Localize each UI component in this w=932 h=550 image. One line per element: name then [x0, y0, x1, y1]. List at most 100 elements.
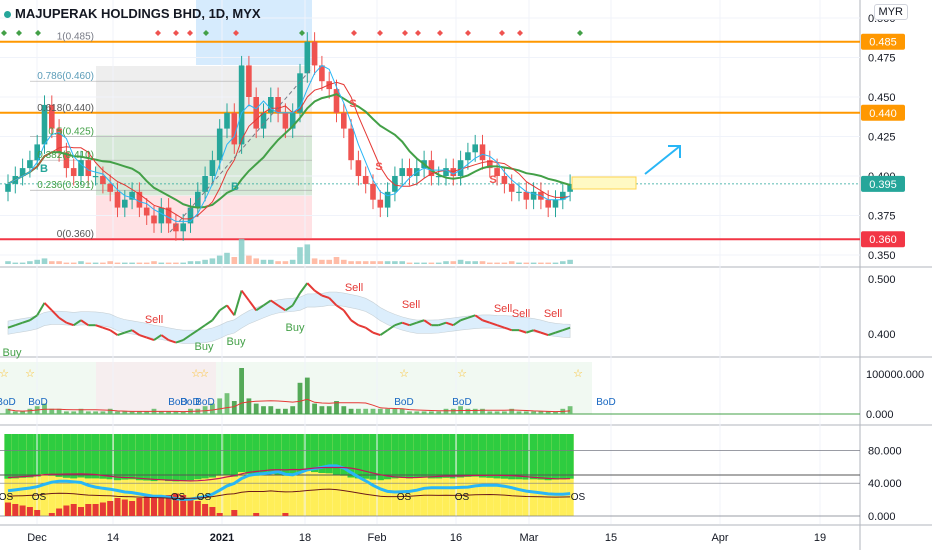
fib-trend-line — [169, 67, 313, 233]
osc2-red-bar — [209, 507, 216, 516]
osc1-line-segment — [299, 282, 309, 294]
osc2-green-col — [165, 434, 173, 482]
candle-body — [70, 168, 77, 176]
candle-body — [516, 191, 522, 193]
vol-osc-bar — [122, 411, 128, 414]
vol-osc-bar — [5, 408, 11, 414]
osc1-line-segment — [240, 289, 250, 302]
osc1-line-segment — [306, 282, 316, 292]
candle-body — [545, 199, 551, 208]
osc1-line-segment — [328, 297, 338, 307]
price-level-tag — [861, 104, 905, 121]
osc2-red-bar — [5, 502, 11, 516]
candle-body — [165, 207, 172, 224]
volume-bar — [377, 261, 384, 264]
osc2-red-bar — [26, 507, 33, 516]
osc2-green-col — [62, 434, 70, 478]
osc2-green-col — [4, 434, 12, 479]
osc2-green-col — [84, 434, 92, 479]
osc2-green-col — [544, 434, 552, 481]
candle-body — [370, 183, 376, 200]
vol-osc-bar — [429, 411, 434, 414]
osc2-red-bar — [56, 508, 63, 516]
osc1-tick-label: 0.400 — [868, 329, 896, 341]
trade-marker: S — [489, 174, 496, 186]
candle-body — [216, 128, 223, 161]
osc1-line-segment — [204, 319, 213, 327]
vol-osc-bar — [465, 408, 471, 414]
vol-osc-bar — [480, 408, 485, 414]
osc1-line-segment — [139, 334, 148, 339]
osc2-green-col — [26, 434, 34, 478]
osc2-green-col — [376, 434, 384, 481]
candle-body — [122, 199, 128, 208]
volume-bar — [136, 262, 143, 264]
vol-avg-line — [7, 398, 571, 413]
vol-osc-bar — [523, 411, 529, 414]
osc1-line-segment — [66, 321, 75, 327]
osc2-green-col — [318, 434, 326, 473]
osc1-line-segment — [58, 316, 67, 324]
star-icon: ☆ — [25, 368, 35, 380]
signal-diamond — [465, 30, 471, 36]
star-icon: ☆ — [191, 368, 201, 380]
sell-label: Sell — [544, 308, 562, 320]
currency-badge[interactable]: MYR — [873, 4, 908, 20]
candle-body — [297, 73, 303, 113]
vol-osc-bar — [399, 408, 405, 414]
candle-body — [311, 41, 318, 66]
osc1-line-segment — [277, 304, 286, 312]
candle-body — [78, 160, 84, 176]
time-tick-label: 18 — [299, 532, 311, 544]
volume-bar — [530, 262, 537, 264]
bod-label: BoD — [452, 397, 471, 408]
vol-osc-bar — [166, 411, 171, 414]
bod-label: BoD — [180, 397, 199, 408]
osc2-green-col — [384, 434, 392, 480]
osc2-green-col — [493, 434, 501, 479]
volume-bar — [311, 258, 318, 264]
price-tick-label: 0.475 — [868, 53, 896, 65]
candle-body — [202, 176, 208, 192]
osc2-red-bar — [129, 501, 136, 516]
candle-body — [450, 168, 457, 176]
osc2-red-bar — [34, 510, 41, 516]
vol-osc-bar — [531, 411, 536, 414]
osc2-green-col — [274, 434, 282, 475]
osc2-dark-line — [7, 488, 571, 500]
osc2-green-col — [223, 434, 231, 475]
osc2-tick-label: 80.000 — [868, 445, 902, 457]
volume-bar — [567, 259, 573, 264]
osc1-line-segment — [95, 324, 104, 329]
candle-body — [56, 128, 62, 153]
osc1-line-segment — [482, 319, 491, 324]
candle-body — [399, 168, 405, 176]
osc1-line-segment — [102, 326, 111, 332]
price-level-tag-text: 0.395 — [869, 179, 897, 191]
volume-bar — [545, 262, 551, 264]
vol-osc-bar — [283, 408, 288, 414]
osc1-line-segment — [533, 329, 542, 334]
candle-body — [260, 112, 267, 129]
volume-bar — [406, 262, 413, 264]
bod-label: BoD — [195, 397, 214, 408]
osc2-red-bar — [187, 498, 194, 516]
osc1-line-segment — [365, 326, 374, 334]
candle-body — [406, 168, 413, 176]
time-tick-label: Feb — [368, 532, 387, 544]
osc1-line-segment — [401, 321, 410, 327]
osc2-red-bar — [121, 499, 128, 516]
osc2-green-col — [230, 434, 238, 477]
vol-osc-bar — [407, 411, 412, 414]
trade-marker: S — [375, 161, 382, 173]
volume-bar — [202, 259, 208, 264]
sell-label: Sell — [145, 314, 163, 326]
osc1-line-segment — [51, 309, 60, 319]
osc1-line-segment — [233, 290, 243, 316]
osc2-green-col — [281, 434, 289, 476]
vol-osc-bar — [414, 411, 420, 414]
osc2-red-bar — [48, 513, 55, 516]
vol-osc-bar — [545, 411, 551, 414]
time-tick-label: 19 — [814, 532, 826, 544]
